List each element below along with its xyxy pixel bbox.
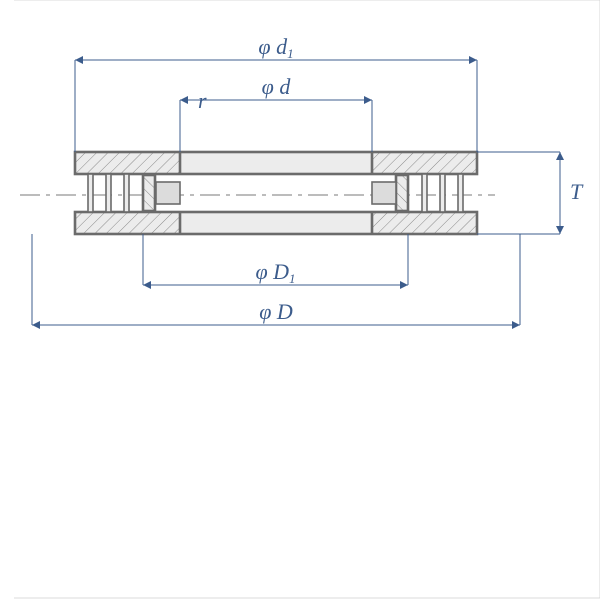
dim-d: φ d: [262, 74, 292, 99]
bearing-section: [75, 152, 477, 234]
dim-T: T: [570, 179, 584, 204]
dim-d1: φ d1: [258, 34, 293, 61]
dimensions: φ d1 φ d φ D1 φ D Tr: [32, 34, 584, 325]
dim-r: r: [198, 88, 207, 113]
dim-D: φ D: [259, 299, 293, 324]
dim-D1: φ D1: [255, 259, 295, 286]
